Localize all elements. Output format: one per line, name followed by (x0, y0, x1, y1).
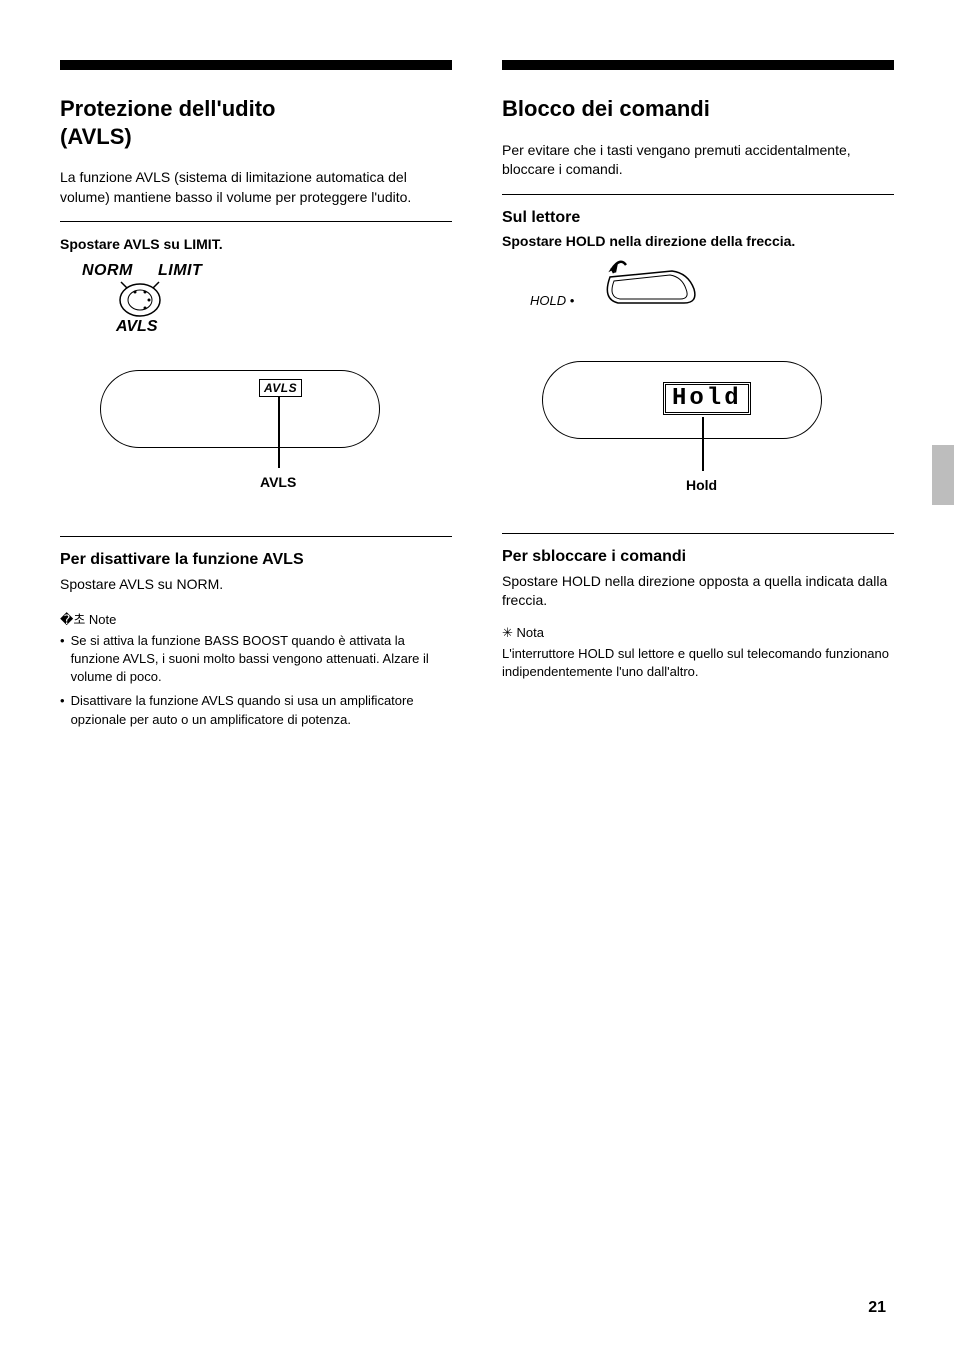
hold-cancel-heading: Per sbloccare i comandi (502, 548, 894, 566)
avls-cancel-heading: Per disattivare la funzione AVLS (60, 551, 452, 569)
note-label: Nota (517, 625, 544, 640)
callout-line (278, 396, 280, 468)
note-text: Disattivare la funzione AVLS quando si u… (71, 692, 452, 728)
note-item: • Disattivare la funzione AVLS quando si… (60, 692, 452, 728)
left-column: Protezione dell'udito(AVLS) La funzione … (60, 60, 452, 735)
avls-instruction: Spostare AVLS su LIMIT. (60, 236, 452, 252)
divider (502, 194, 894, 195)
avls-switch-icon (115, 280, 165, 320)
section-title-avls: Protezione dell'udito(AVLS) (60, 95, 452, 150)
hold-subheading: Sul lettore (502, 209, 894, 227)
callout-line-hold (702, 417, 704, 471)
top-rule-right (502, 60, 894, 70)
avls-cancel-text: Spostare AVLS su NORM. (60, 575, 452, 595)
hold-instruction: Spostare HOLD nella direzione della frec… (502, 233, 894, 249)
divider (60, 536, 452, 537)
hold-switch-label: HOLD • (530, 293, 574, 308)
note-icon: �초 Note (60, 609, 452, 628)
hold-callout-label: Hold (686, 477, 717, 493)
hold-lcd-text: Hold (663, 382, 751, 415)
right-column: Blocco dei comandi Per evitare che i tas… (502, 60, 894, 735)
avls-callout-label: AVLS (260, 474, 296, 490)
limit-label: LIMIT (158, 262, 202, 280)
lcd-display: AVLS (100, 370, 380, 448)
divider (60, 221, 452, 222)
section-title-hold: Blocco dei comandi (502, 95, 894, 123)
avls-intro: La funzione AVLS (sistema di limitazione… (60, 168, 452, 207)
avls-badge: AVLS (259, 379, 302, 397)
bullet-icon: • (60, 692, 65, 728)
hold-intro: Per evitare che i tasti vengano premuti … (502, 141, 894, 180)
hold-switch-icon (572, 259, 702, 319)
divider (502, 533, 894, 534)
bullet-icon: • (60, 632, 65, 687)
page-number: 21 (868, 1299, 886, 1317)
top-rule-left (60, 60, 452, 70)
hold-cancel-text: Spostare HOLD nella direzione opposta a … (502, 572, 894, 611)
notes-label: Note (89, 612, 116, 627)
lcd-display-hold: Hold (542, 361, 822, 439)
avls-switch-label: AVLS (116, 318, 157, 336)
side-tab (932, 445, 954, 505)
avls-illustration: NORM LIMIT AVLS AVLS AVLS (60, 262, 452, 522)
norm-label: NORM (82, 262, 133, 280)
hold-note: ✳ Nota L'interruttore HOLD sul lettore e… (502, 625, 894, 681)
note-text: Se si attiva la funzione BASS BOOST quan… (71, 632, 452, 687)
note-item: • Se si attiva la funzione BASS BOOST qu… (60, 632, 452, 687)
note-text: L'interruttore HOLD sul lettore e quello… (502, 645, 894, 681)
hold-illustration: HOLD • Hold Hold (502, 259, 894, 519)
note-icon: ✳ Nota (502, 625, 894, 641)
note-item: L'interruttore HOLD sul lettore e quello… (502, 645, 894, 681)
avls-notes: �초 Note • Se si attiva la funzione BASS … (60, 609, 452, 729)
